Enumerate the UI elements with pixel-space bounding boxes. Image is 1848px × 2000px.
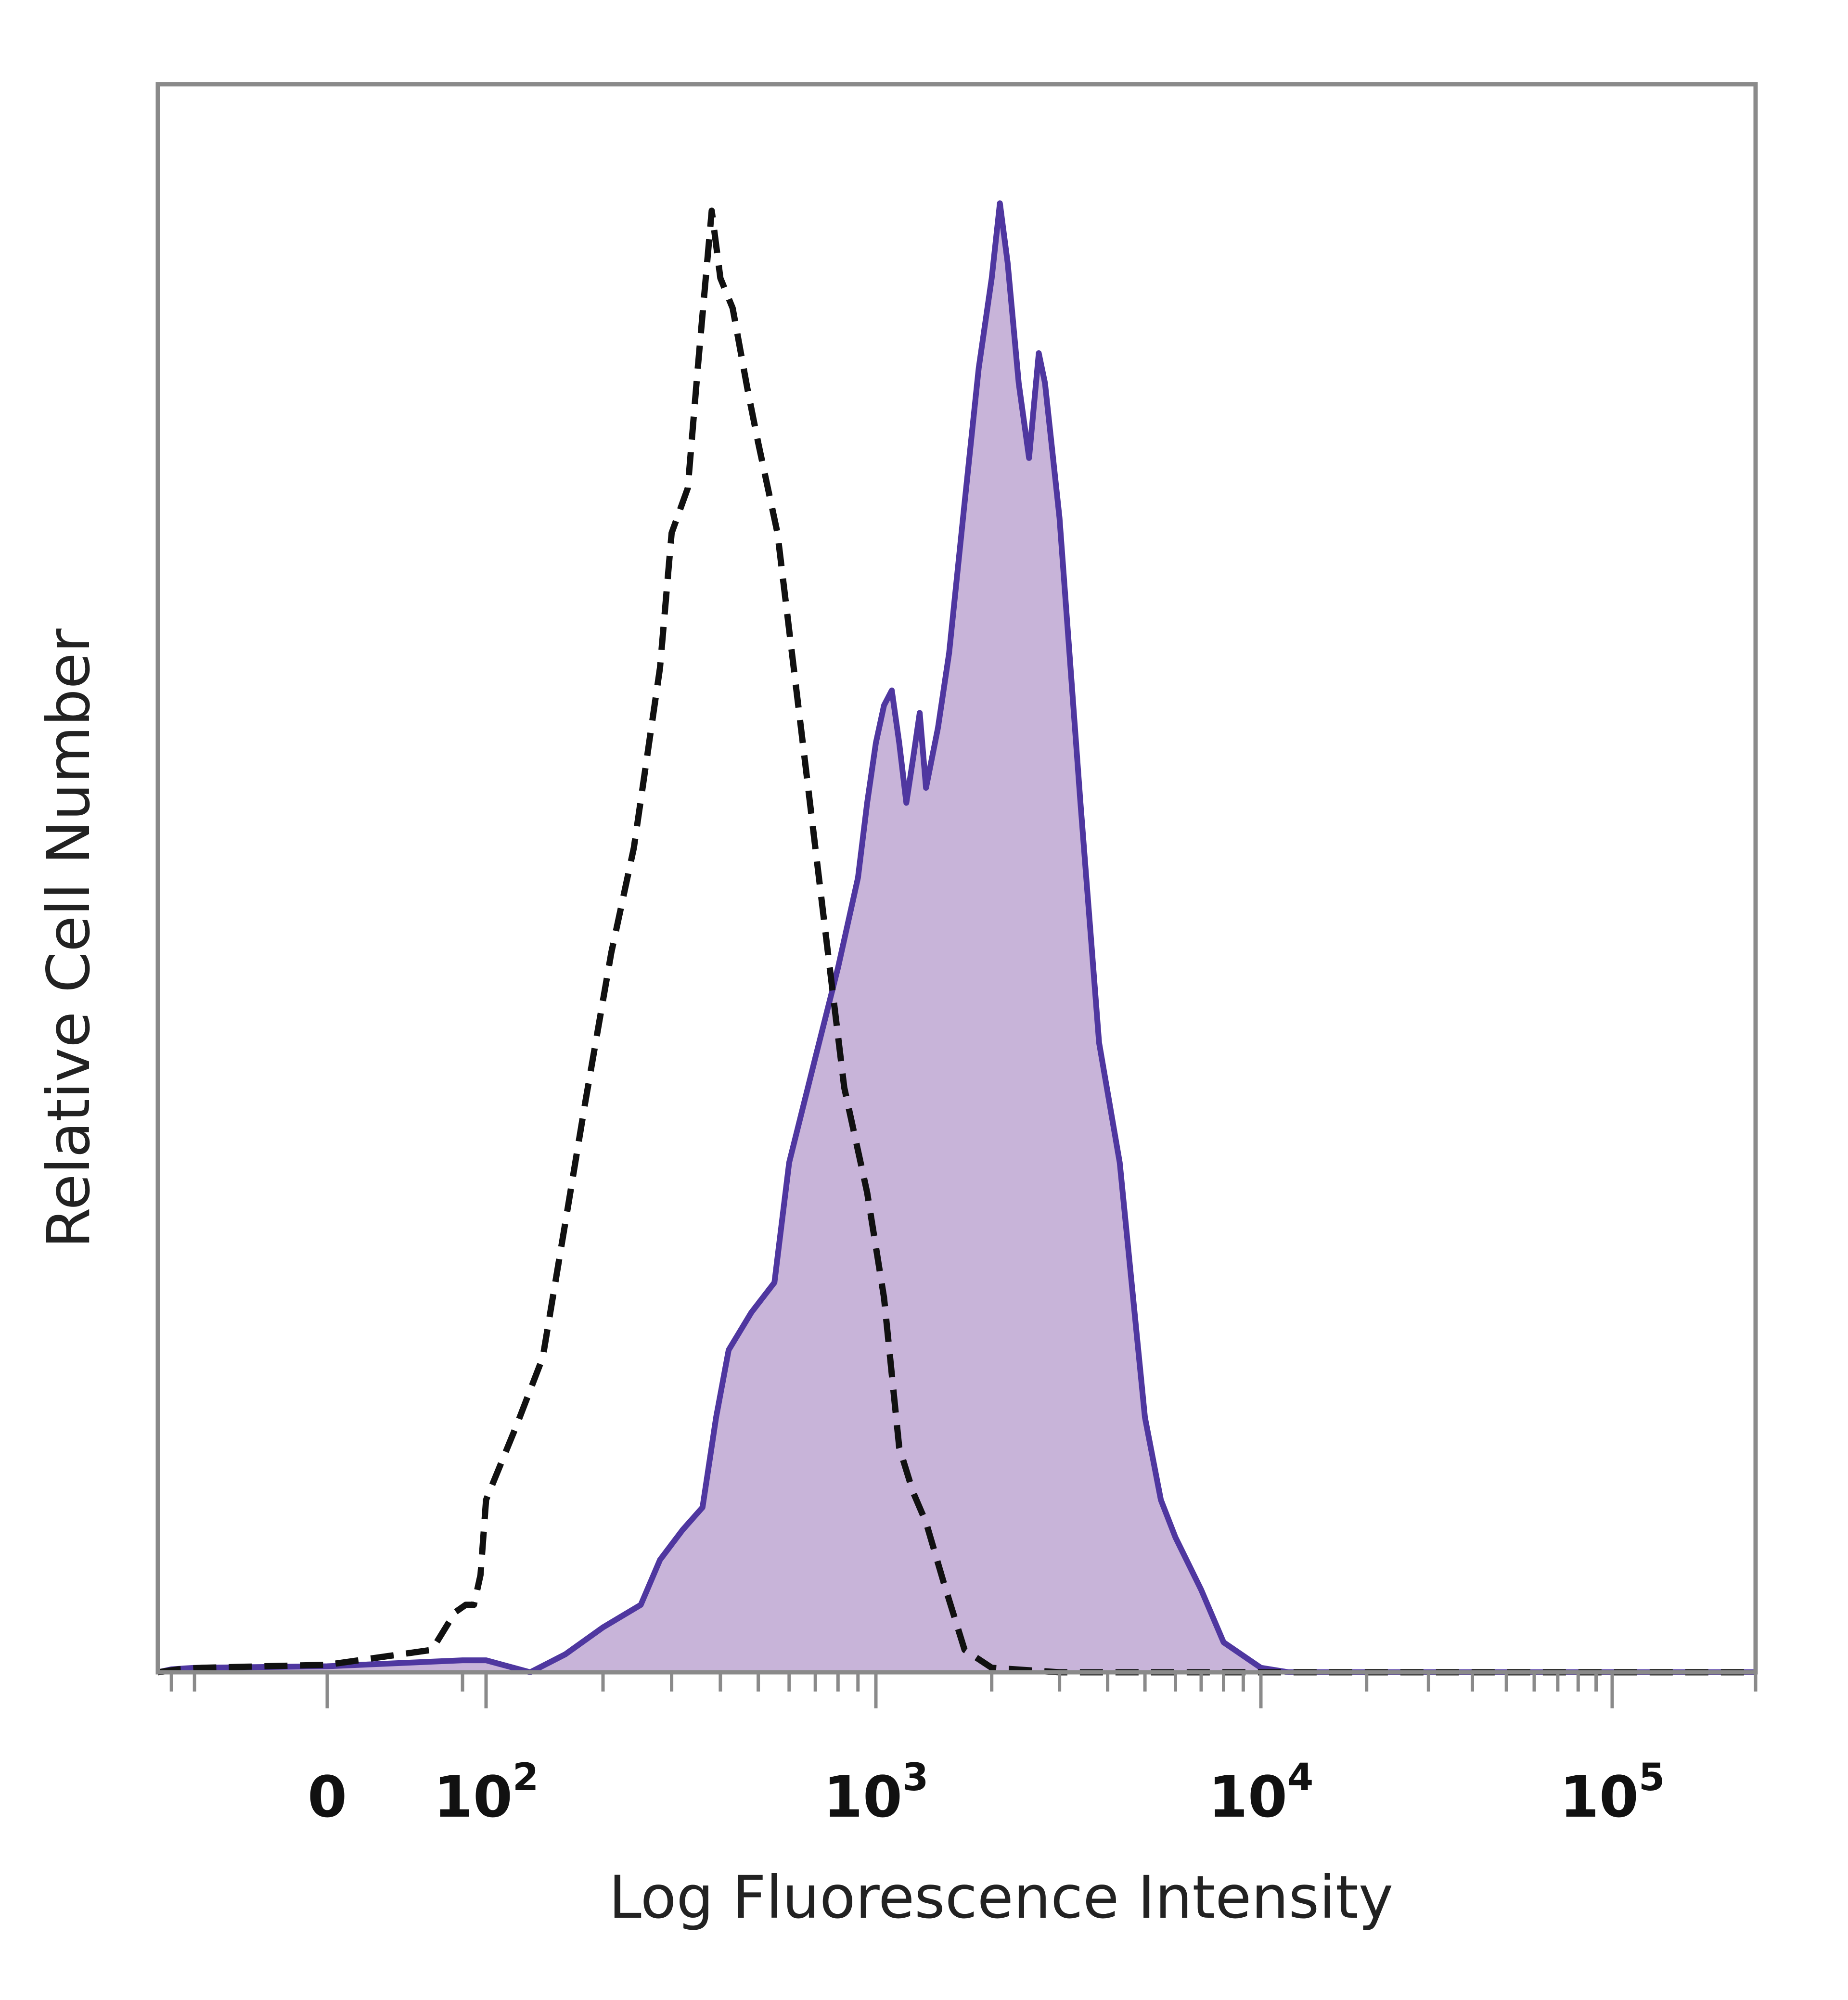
x-tick-label: 104 [1208,1756,1314,1830]
x-axis-title: Log Fluorescence Intensity [609,1863,1393,1932]
x-tick-label: 102 [434,1756,539,1830]
stained-histogram-line [157,200,1756,1675]
x-tick-label: 0 [308,1764,347,1830]
stained-histogram-area [158,203,1756,1672]
y-axis-title: Relative Cell Number [35,628,103,1248]
x-axis-ticks [169,1672,1758,1708]
x-tick-label: 105 [1560,1756,1665,1830]
x-tick-label: 103 [823,1756,929,1830]
plot-frame [155,82,1758,1675]
histogram-lines-layer [157,200,1756,1676]
isotype-control-dashed-line [157,207,1756,1676]
filled-histogram-layer [158,203,1756,1672]
x-axis-tick-labels: 0 102 103 104 105 [308,1756,1665,1830]
